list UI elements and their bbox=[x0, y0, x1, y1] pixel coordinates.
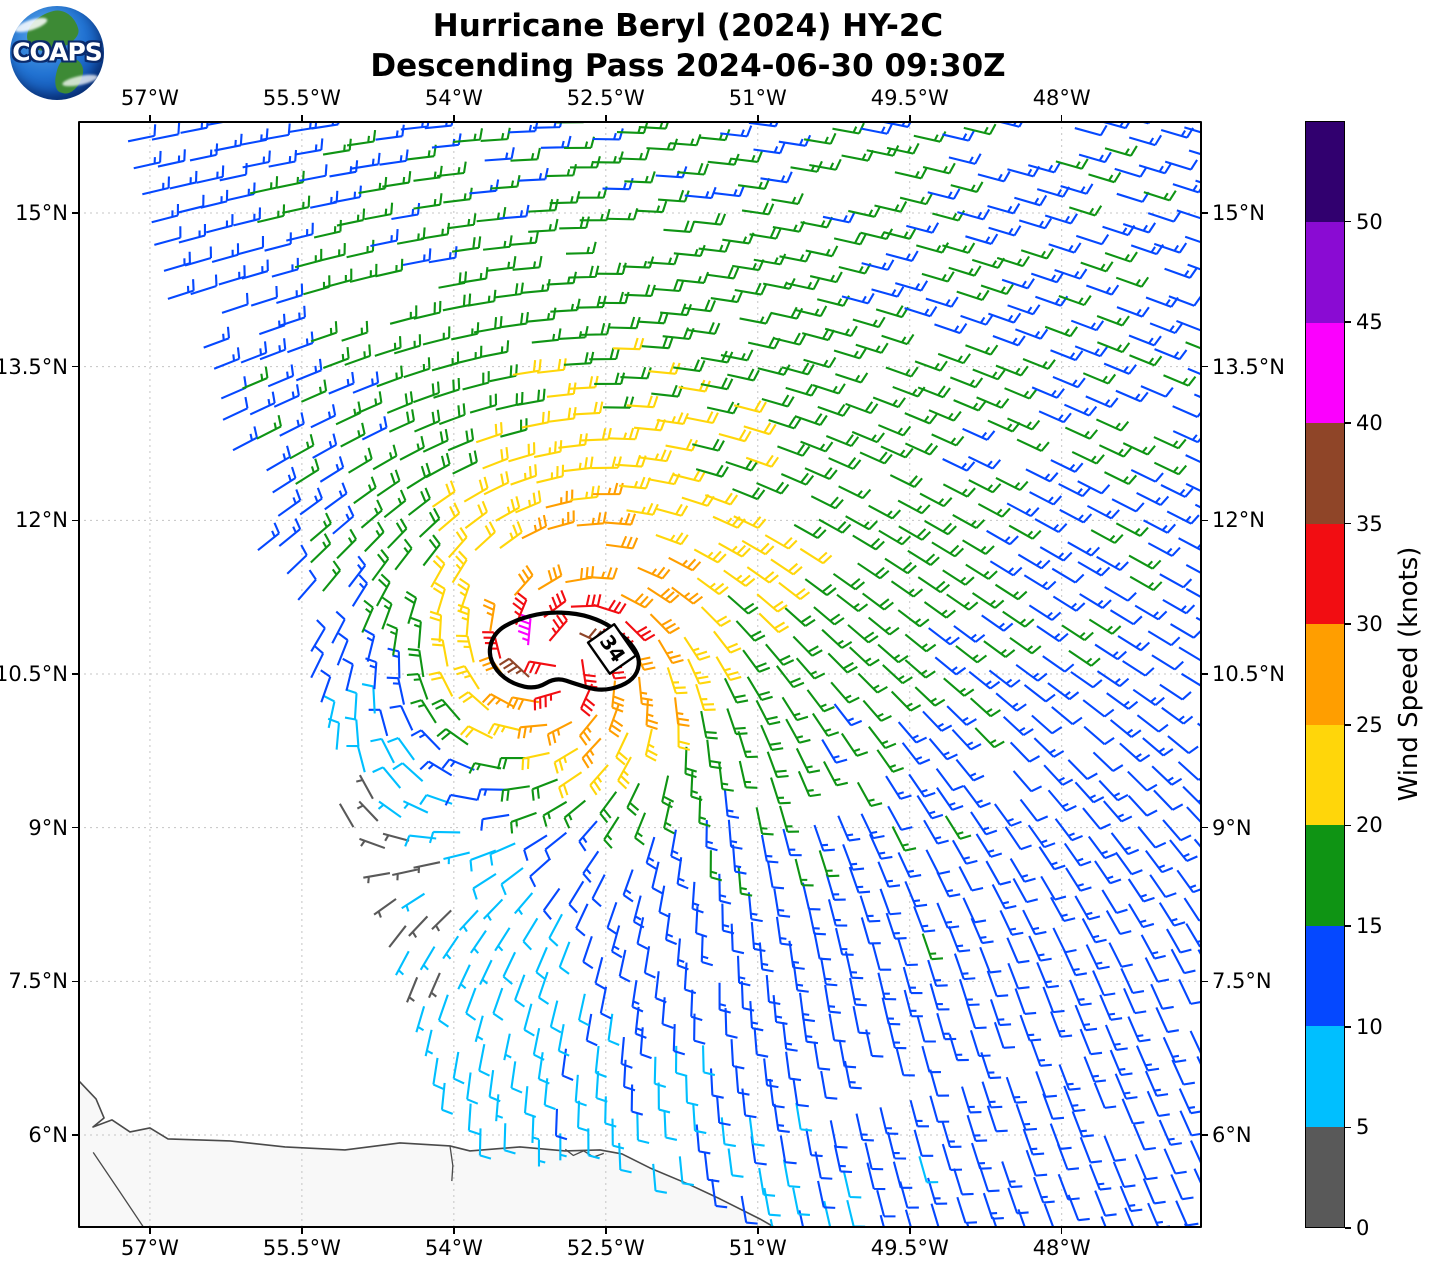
x-tick-label-bottom: 54°W bbox=[424, 1236, 483, 1260]
x-tick-bottom bbox=[1060, 1228, 1063, 1234]
x-tick-label-top: 52.5°W bbox=[566, 86, 645, 110]
logo-text: COAPS bbox=[12, 37, 103, 67]
y-tick-left bbox=[72, 519, 78, 522]
x-tick-label-top: 51°W bbox=[728, 86, 787, 110]
x-tick-top bbox=[756, 115, 759, 121]
colorbar-tick bbox=[1345, 724, 1351, 726]
y-tick-label-right: 6°N bbox=[1212, 1122, 1252, 1147]
y-tick-right bbox=[1202, 673, 1208, 675]
colorbar-segment bbox=[1306, 322, 1344, 424]
wind-barb-map-canvas bbox=[78, 121, 1202, 1228]
colorbar bbox=[1305, 121, 1345, 1228]
colorbar-tick-label: 10 bbox=[1356, 1014, 1383, 1039]
colorbar-segment bbox=[1306, 423, 1344, 524]
y-tick-left bbox=[72, 365, 78, 368]
y-tick-label-left: 9°N bbox=[28, 815, 68, 840]
y-tick-right bbox=[1202, 980, 1208, 983]
colorbar-tick bbox=[1345, 1025, 1351, 1028]
x-tick-bottom bbox=[149, 1228, 151, 1234]
y-tick-label-right: 9°N bbox=[1212, 815, 1252, 840]
y-tick-left bbox=[72, 980, 78, 983]
y-tick-left bbox=[72, 826, 78, 829]
x-tick-top bbox=[1060, 115, 1063, 121]
colorbar-segment bbox=[1306, 1126, 1344, 1227]
colorbar-tick bbox=[1345, 522, 1351, 525]
x-tick-top bbox=[605, 115, 607, 121]
y-tick-left bbox=[72, 673, 78, 675]
y-tick-label-right: 7.5°N bbox=[1212, 969, 1272, 994]
x-tick-top bbox=[301, 115, 303, 121]
y-tick-label-right: 12°N bbox=[1212, 508, 1265, 533]
colorbar-segment bbox=[1306, 1026, 1344, 1127]
colorbar-tick bbox=[1345, 824, 1351, 827]
x-tick-top bbox=[453, 115, 455, 121]
y-tick-label-left: 12°N bbox=[15, 508, 68, 533]
x-tick-label-top: 49.5°W bbox=[870, 86, 949, 110]
colorbar-tick bbox=[1345, 1126, 1351, 1129]
colorbar-tick-label: 35 bbox=[1356, 511, 1383, 536]
y-tick-right bbox=[1202, 1134, 1208, 1136]
x-tick-label-bottom: 49.5°W bbox=[870, 1236, 949, 1260]
colorbar-tick bbox=[1345, 422, 1351, 424]
y-tick-label-left: 6°N bbox=[28, 1122, 68, 1147]
colorbar-tick bbox=[1345, 1227, 1351, 1229]
x-tick-top bbox=[149, 115, 151, 121]
plot-title: Hurricane Beryl (2024) HY-2C bbox=[432, 8, 944, 44]
y-tick-right bbox=[1202, 519, 1208, 522]
colorbar-segment bbox=[1306, 925, 1344, 1027]
colorbar-tick-label: 25 bbox=[1356, 712, 1383, 737]
colorbar-segment bbox=[1306, 222, 1344, 323]
colorbar-tick-label: 5 bbox=[1356, 1115, 1370, 1140]
colorbar-tick bbox=[1345, 925, 1351, 927]
coaps-logo: COAPS bbox=[10, 6, 104, 100]
colorbar-segment bbox=[1306, 624, 1344, 725]
x-tick-label-bottom: 57°W bbox=[120, 1236, 179, 1260]
x-tick-label-bottom: 48°W bbox=[1032, 1236, 1091, 1260]
colorbar-tick-label: 0 bbox=[1356, 1216, 1370, 1240]
colorbar-axis-label: Wind Speed (knots) bbox=[1394, 546, 1424, 802]
x-tick-label-top: 48°W bbox=[1032, 86, 1091, 110]
x-tick-bottom bbox=[756, 1228, 759, 1234]
y-tick-label-right: 10.5°N bbox=[1212, 661, 1285, 686]
colorbar-tick bbox=[1345, 220, 1351, 223]
x-tick-label-bottom: 52.5°W bbox=[566, 1236, 645, 1260]
x-tick-bottom bbox=[908, 1228, 911, 1234]
colorbar-tick-label: 40 bbox=[1356, 410, 1383, 435]
title-block: Hurricane Beryl (2024) HY-2C Descending … bbox=[370, 6, 1005, 86]
colorbar-tick-label: 20 bbox=[1356, 813, 1383, 838]
colorbar-tick bbox=[1345, 623, 1351, 625]
x-tick-bottom bbox=[301, 1228, 303, 1234]
x-tick-label-bottom: 51°W bbox=[728, 1236, 787, 1260]
colorbar-tick-label: 15 bbox=[1356, 914, 1383, 939]
y-tick-label-left: 7.5°N bbox=[8, 969, 68, 994]
colorbar-segment bbox=[1306, 825, 1344, 926]
colorbar-segment bbox=[1306, 122, 1344, 223]
y-tick-label-left: 10.5°N bbox=[0, 661, 68, 686]
colorbar-tick-label: 50 bbox=[1356, 209, 1383, 234]
colorbar-tick bbox=[1345, 321, 1351, 324]
colorbar-segment bbox=[1306, 724, 1344, 826]
y-tick-left bbox=[72, 1134, 78, 1136]
y-tick-label-left: 15°N bbox=[15, 200, 68, 225]
y-tick-right bbox=[1202, 826, 1208, 829]
y-tick-label-right: 13.5°N bbox=[1212, 354, 1285, 379]
y-tick-label-right: 15°N bbox=[1212, 200, 1265, 225]
x-tick-label-bottom: 55.5°W bbox=[262, 1236, 341, 1260]
y-tick-label-left: 13.5°N bbox=[0, 354, 68, 379]
x-tick-label-top: 57°W bbox=[120, 86, 179, 110]
x-tick-bottom bbox=[605, 1228, 607, 1234]
y-tick-right bbox=[1202, 365, 1208, 368]
x-tick-top bbox=[908, 115, 911, 121]
colorbar-tick-label: 45 bbox=[1356, 310, 1383, 335]
plot-subtitle: Descending Pass 2024-06-30 09:30Z bbox=[370, 48, 1006, 84]
colorbar-tick-label: 30 bbox=[1356, 612, 1383, 637]
y-tick-right bbox=[1202, 212, 1208, 214]
colorbar-segment bbox=[1306, 523, 1344, 625]
x-tick-label-top: 55.5°W bbox=[262, 86, 341, 110]
x-tick-bottom bbox=[453, 1228, 455, 1234]
y-tick-left bbox=[72, 212, 78, 214]
x-tick-label-top: 54°W bbox=[424, 86, 483, 110]
